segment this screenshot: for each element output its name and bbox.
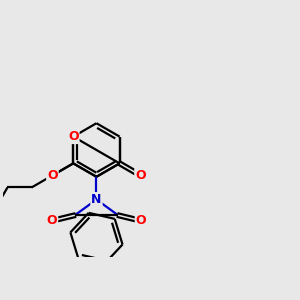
Text: N: N	[91, 193, 102, 206]
Text: O: O	[68, 130, 79, 143]
Text: O: O	[46, 214, 57, 227]
Text: O: O	[136, 214, 146, 227]
Text: O: O	[47, 169, 58, 182]
Text: O: O	[135, 169, 146, 182]
